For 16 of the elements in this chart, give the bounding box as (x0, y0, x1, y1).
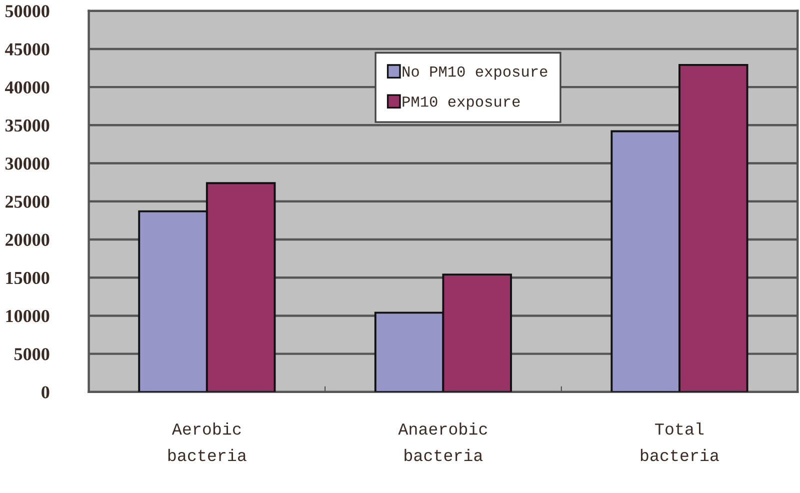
y-tick-label: 5000 (14, 348, 50, 360)
y-tick-label: 25000 (6, 196, 50, 208)
y-tick-label: 15000 (6, 272, 50, 284)
y-tick-label: 50000 (5, 5, 50, 18)
y-tick-label: 30000 (5, 158, 50, 170)
y-tick-label: 20000 (6, 234, 50, 246)
x-tick-label: Total bacteria (640, 422, 719, 462)
legend-label: PM10 exposure (402, 96, 520, 110)
x-tick-label: Anaerobic bacteria (398, 422, 487, 462)
y-tick-label: 40000 (5, 81, 50, 94)
y-tick-label: 35000 (5, 119, 50, 132)
y-tick-label: 0 (42, 386, 50, 398)
y-tick-label: 10000 (6, 310, 50, 322)
y-tick-label: 45000 (5, 43, 50, 56)
legend-label: No PM10 exposure (402, 66, 548, 80)
x-tick-label: Aerobic bacteria (168, 422, 246, 462)
